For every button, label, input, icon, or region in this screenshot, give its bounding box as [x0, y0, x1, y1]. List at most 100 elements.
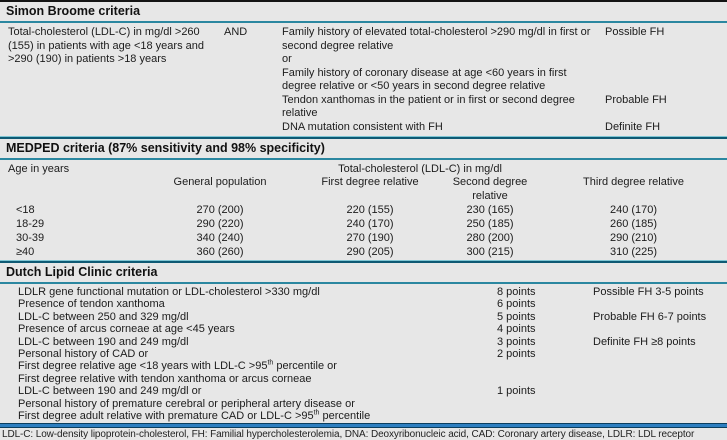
simon-classification: Probable FH [605, 93, 667, 106]
medped-value-cell: 300 (215) [466, 246, 514, 258]
dutch-classification [593, 323, 727, 335]
table-row: Personal history of CAD or 2 points [0, 348, 727, 360]
table-row: LDL-C between 190 and 249 mg/dl 3 points… [0, 336, 727, 348]
simon-family-history-column: Family history of elevated total-cholest… [282, 26, 727, 134]
dutch-points [497, 398, 593, 410]
table-top-rule [0, 0, 727, 2]
medped-value-cell: 290 (210) [609, 232, 658, 244]
dutch-points: 1 points [497, 385, 536, 398]
simon-broome-body: Total-cholesterol (LDL-C) in mg/dl >260 … [0, 23, 727, 136]
simon-classification [605, 67, 727, 94]
dutch-points: 4 points [497, 323, 536, 336]
table-row: Family history of elevated total-cholest… [282, 26, 727, 53]
medped-value-cell: 280 (200) [466, 232, 514, 244]
dutch-classification: Definite FH ≥8 points [593, 335, 696, 348]
section-divider-rule [0, 136, 727, 139]
abbreviations-footnote: LDL-C: Low-density lipoprotein-cholester… [2, 429, 695, 440]
dutch-classification [593, 385, 727, 397]
dutch-classification [593, 360, 727, 372]
medped-column-header: General population [173, 176, 267, 188]
dutch-points: 8 points [497, 286, 536, 298]
simon-classification: Possible FH [605, 26, 665, 38]
medped-section-title: MEDPED criteria (87% sensitivity and 98%… [0, 139, 727, 160]
dutch-criterion: Presence of tendon xanthoma [18, 298, 165, 311]
medped-value-cell: 240 (170) [346, 218, 394, 230]
dutch-criterion: LDL-C between 250 and 329 mg/dl [18, 310, 189, 323]
dutch-criterion: Personal history of premature cerebral o… [18, 397, 355, 410]
medped-table: Age in years Total-cholesterol (LDL-C) i… [0, 160, 727, 260]
simon-criterion: DNA mutation consistent with FH [282, 120, 443, 133]
medped-age-cell: <18 [16, 204, 35, 216]
dutch-criterion: First degree adult relative with prematu… [18, 409, 371, 423]
table-row: Presence of tendon xanthoma 6 points [0, 298, 727, 310]
medped-value-cell: 290 (220) [196, 218, 244, 230]
table-row: or [282, 53, 727, 67]
dutch-points [497, 410, 593, 422]
section-divider-rule [0, 260, 727, 263]
spacer-cell [0, 176, 140, 203]
medped-value-cell: 340 (240) [196, 232, 244, 244]
medped-value-cell: 220 (155) [346, 204, 394, 216]
table-row: LDLR gene functional mutation or LDL-cho… [0, 286, 727, 298]
dutch-points: 2 points [497, 348, 536, 361]
medped-age-cell: 18-29 [16, 218, 45, 230]
dutch-lipid-table: LDLR gene functional mutation or LDL-cho… [0, 284, 727, 423]
table-row: First degree relative with tendon xantho… [0, 373, 727, 385]
dutch-classification [593, 298, 727, 310]
medped-span-header: Total-cholesterol (LDL-C) in mg/dl [338, 163, 502, 175]
table-row: DNA mutation consistent with FH Definite… [282, 121, 727, 135]
dutch-points: 5 points [497, 310, 536, 323]
dutch-classification [593, 410, 727, 422]
dutch-lipid-section-title: Dutch Lipid Clinic criteria [0, 263, 727, 284]
medped-value-cell: 270 (200) [196, 204, 244, 216]
dutch-points [497, 373, 593, 385]
table-row: Tendon xanthomas in the patient or in fi… [282, 94, 727, 121]
medped-value-cell: 360 (260) [196, 246, 244, 258]
table-row: LDL-C between 250 and 329 mg/dl 5 points… [0, 311, 727, 323]
medped-value-cell: 270 (190) [346, 232, 394, 244]
table-row: Personal history of premature cerebral o… [0, 398, 727, 410]
dutch-criterion: LDLR gene functional mutation or LDL-cho… [18, 286, 320, 298]
dutch-criterion: Presence of arcus corneae at age <45 yea… [18, 323, 235, 336]
dutch-criterion: First degree relative with tendon xantho… [18, 372, 312, 385]
medped-age-cell: ≥40 [16, 246, 35, 258]
dutch-classification [593, 398, 727, 410]
medped-value-cell: 250 (185) [466, 218, 514, 230]
dutch-classification [593, 373, 727, 385]
medped-age-cell: 30-39 [16, 232, 45, 244]
table-row: First degree relative age <18 years with… [0, 360, 727, 373]
simon-classification: Definite FH [605, 120, 661, 133]
medped-column-header: Second degree relative [452, 176, 528, 202]
dutch-classification: Probable FH 6-7 points [593, 310, 707, 323]
simon-criterion: Family history of coronary disease at ag… [282, 66, 567, 93]
simon-classification [605, 53, 727, 67]
dutch-criterion: Personal history of CAD or [18, 348, 149, 361]
medped-value-cell: 290 (205) [346, 246, 394, 258]
dutch-classification: Possible FH 3-5 points [593, 286, 704, 298]
table-row: Presence of arcus corneae at age <45 yea… [0, 323, 727, 335]
medped-value-cell: 230 (165) [466, 204, 514, 216]
dutch-points: 3 points [497, 335, 536, 348]
table-row: First degree adult relative with prematu… [0, 409, 727, 423]
simon-conjunction-and: AND [224, 26, 248, 38]
dutch-criterion: LDL-C between 190 and 249 mg/dl or [18, 385, 202, 398]
medped-value-cell: 310 (225) [609, 246, 658, 258]
medped-column-header: Third degree relative [583, 176, 684, 188]
simon-cholesterol-criterion: Total-cholesterol (LDL-C) in mg/dl >260 … [8, 26, 204, 65]
simon-criterion: Tendon xanthomas in the patient or in fi… [282, 93, 575, 120]
simon-broome-section-title: Simon Broome criteria [0, 2, 727, 23]
simon-criterion: Family history of elevated total-cholest… [282, 26, 591, 52]
spacer-cell [540, 162, 727, 176]
table-row: Family history of coronary disease at ag… [282, 67, 727, 94]
dutch-criterion: LDL-C between 190 and 249 mg/dl [18, 335, 189, 348]
medped-age-header: Age in years [8, 163, 70, 175]
dutch-points [497, 360, 593, 372]
table-bottom-rule [0, 423, 727, 429]
medped-value-cell: 240 (170) [609, 204, 658, 216]
simon-criterion: or [282, 53, 292, 65]
table-row: LDL-C between 190 and 249 mg/dl or 1 poi… [0, 385, 727, 397]
medped-value-cell: 260 (185) [609, 218, 658, 230]
dutch-points: 6 points [497, 298, 536, 311]
medped-column-header: First degree relative [321, 176, 419, 188]
